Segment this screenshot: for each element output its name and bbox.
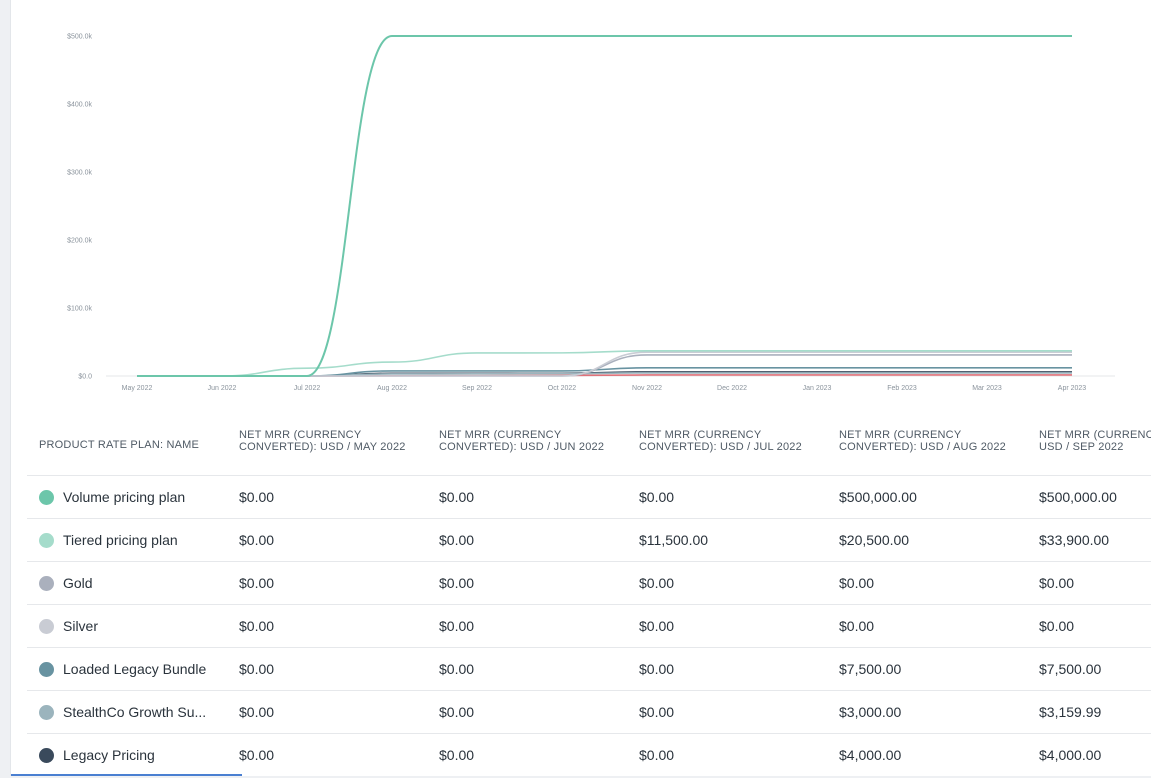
mrr-value-cell: $0.00	[627, 733, 827, 776]
table-row[interactable]: Volume pricing plan $0.00 $0.00 $0.00 $500,0…	[27, 475, 1151, 519]
mrr-value-cell: $0.00	[627, 647, 827, 691]
plan-name: StealthCo Growth Su...	[63, 704, 207, 720]
x-tick-label: Nov 2022	[632, 385, 662, 392]
x-tick-label: Dec 2022	[717, 385, 747, 392]
plan-name-cell: Volume pricing plan	[27, 475, 227, 519]
mrr-value-cell: $0.00	[427, 518, 627, 562]
mrr-value-cell: $7,500.00	[827, 647, 1027, 691]
mrr-value-cell: $3,159.99	[1027, 690, 1151, 734]
mrr-value-cell: $0.00	[427, 475, 627, 519]
plan-name-cell: Gold	[27, 561, 227, 605]
mrr-value-cell: $0.00	[627, 604, 827, 648]
mrr-value-cell: $0.00	[227, 604, 427, 648]
mrr-value-cell: $0.00	[627, 690, 827, 734]
plan-name: Volume pricing plan	[63, 489, 186, 505]
series-line-1[interactable]	[137, 34, 1072, 378]
plan-name-cell: Loaded Legacy Bundle	[27, 647, 227, 691]
x-tick-label: May 2022	[122, 385, 153, 392]
mrr-line-chart: $0.0$100.0k$200.0k$300.0k$400.0k$500.0k …	[67, 34, 1115, 392]
plan-name: Tiered pricing plan	[63, 532, 178, 548]
table-row[interactable]: Legacy Pricing $0.00 $0.00 $0.00 $4,000.00 $4…	[27, 733, 1151, 776]
mrr-value-cell: $20,500.00	[827, 518, 1027, 562]
table-row[interactable]: Gold $0.00 $0.00 $0.00 $0.00 $0.00	[27, 561, 1151, 605]
column-header-aug-2022[interactable]: NET MRR (CURRENCY CONVERTED): USD / AUG …	[827, 418, 1027, 476]
mrr-value-cell: $0.00	[227, 518, 427, 562]
y-tick-label: $400.0k	[67, 102, 92, 109]
table-row[interactable]: Loaded Legacy Bundle $0.00 $0.00 $0.00 $7,50…	[27, 647, 1151, 691]
table-row[interactable]: StealthCo Growth Su... $0.00 $0.00 $0.00 $3,…	[27, 690, 1151, 734]
plan-name: Gold	[63, 575, 93, 591]
mrr-value-cell: $0.00	[227, 690, 427, 734]
series-color-dot	[39, 532, 54, 548]
column-header-sep-2022[interactable]: NET MRR (CURRENCY CONVERTED): USD / SEP …	[1027, 418, 1151, 476]
scroll-indicator	[11, 774, 242, 776]
x-tick-label: Jul 2022	[294, 385, 321, 392]
mrr-value-cell: $0.00	[627, 475, 827, 519]
column-header-jul-2022[interactable]: NET MRR (CURRENCY CONVERTED): USD / JUL …	[627, 418, 827, 476]
report-panel: $0.0 $100.0k $200.0k $300.0k $400.0k $500.0k …	[10, 0, 1151, 776]
mrr-value-cell: $0.00	[1027, 561, 1151, 605]
series-color-dot	[39, 575, 54, 591]
table-header-row: PRODUCT RATE PLAN: NAME NET MRR (CURRENC…	[27, 418, 1151, 476]
series-color-dot	[39, 704, 54, 720]
column-header-jun-2022[interactable]: NET MRR (CURRENCY CONVERTED): USD / JUN …	[427, 418, 627, 476]
x-tick-label: Jun 2022	[208, 385, 237, 392]
plan-name-cell: Silver	[27, 604, 227, 648]
x-tick-label: Apr 2023	[1058, 385, 1087, 392]
mrr-value-cell: $0.00	[227, 561, 427, 605]
mrr-value-cell: $11,500.00	[627, 518, 827, 562]
series-layer	[137, 34, 1072, 378]
plan-name: Loaded Legacy Bundle	[63, 661, 207, 677]
mrr-value-cell: $7,500.00	[1027, 647, 1151, 691]
mrr-value-cell: $0.00	[427, 604, 627, 648]
y-tick-label: $200.0k	[67, 238, 92, 245]
series-color-dot	[39, 747, 54, 763]
y-tick-label: $100.0k	[67, 306, 92, 313]
mrr-value-cell: $500,000.00	[827, 475, 1027, 519]
mrr-value-cell: $0.00	[227, 647, 427, 691]
series-color-dot	[39, 489, 54, 505]
mrr-value-cell: $0.00	[427, 561, 627, 605]
x-tick-label: Sep 2022	[462, 385, 492, 392]
mrr-value-cell: $500,000.00	[1027, 475, 1151, 519]
rate-plan-table: PRODUCT RATE PLAN: NAME NET MRR (CURRENC…	[27, 418, 1151, 776]
y-tick-label: $500.0k	[67, 34, 92, 41]
mrr-value-cell: $0.00	[227, 733, 427, 776]
column-header-plan-name[interactable]: PRODUCT RATE PLAN: NAME	[27, 418, 227, 476]
mrr-value-cell: $0.00	[827, 604, 1027, 648]
plan-name-cell: StealthCo Growth Su...	[27, 690, 227, 734]
plan-name: Silver	[63, 618, 99, 634]
mrr-value-cell: $4,000.00	[827, 733, 1027, 776]
mrr-value-cell: $4,000.00	[1027, 733, 1151, 776]
plan-name-cell: Legacy Pricing	[27, 733, 227, 776]
mrr-value-cell: $0.00	[227, 475, 427, 519]
x-tick-label: Jan 2023	[803, 385, 832, 392]
y-tick-label: $0.0	[78, 374, 92, 381]
mrr-value-cell: $0.00	[427, 647, 627, 691]
column-header-may-2022[interactable]: NET MRR (CURRENCY CONVERTED): USD / MAY …	[227, 418, 427, 476]
mrr-value-cell: $0.00	[1027, 604, 1151, 648]
y-axis: $0.0 $100.0k $200.0k $300.0k $400.0k $500.0k	[67, 34, 1115, 381]
x-tick-label: Feb 2023	[887, 385, 917, 392]
table-row[interactable]: Silver $0.00 $0.00 $0.00 $0.00 $0.00	[27, 604, 1151, 648]
mrr-value-cell: $0.00	[627, 561, 827, 605]
mrr-value-cell: $3,000.00	[827, 690, 1027, 734]
plan-name-cell: Tiered pricing plan	[27, 518, 227, 562]
mrr-value-cell: $0.00	[827, 561, 1027, 605]
series-color-dot	[39, 661, 54, 677]
plan-name: Legacy Pricing	[63, 747, 155, 763]
mrr-value-cell: $0.00	[427, 690, 627, 734]
x-axis: May 2022 Jun 2022 Jul 2022 Aug 2022 Sep 2022…	[122, 385, 1087, 392]
mrr-value-cell: $0.00	[427, 733, 627, 776]
mrr-value-cell: $33,900.00	[1027, 518, 1151, 562]
x-tick-label: Oct 2022	[548, 385, 577, 392]
series-color-dot	[39, 618, 54, 634]
table-row[interactable]: Tiered pricing plan $0.00 $0.00 $11,500.00 $…	[27, 518, 1151, 562]
x-tick-label: Mar 2023	[972, 385, 1002, 392]
series-line-2[interactable]	[137, 350, 1072, 377]
y-tick-label: $300.0k	[67, 170, 92, 177]
x-tick-label: Aug 2022	[377, 385, 407, 392]
